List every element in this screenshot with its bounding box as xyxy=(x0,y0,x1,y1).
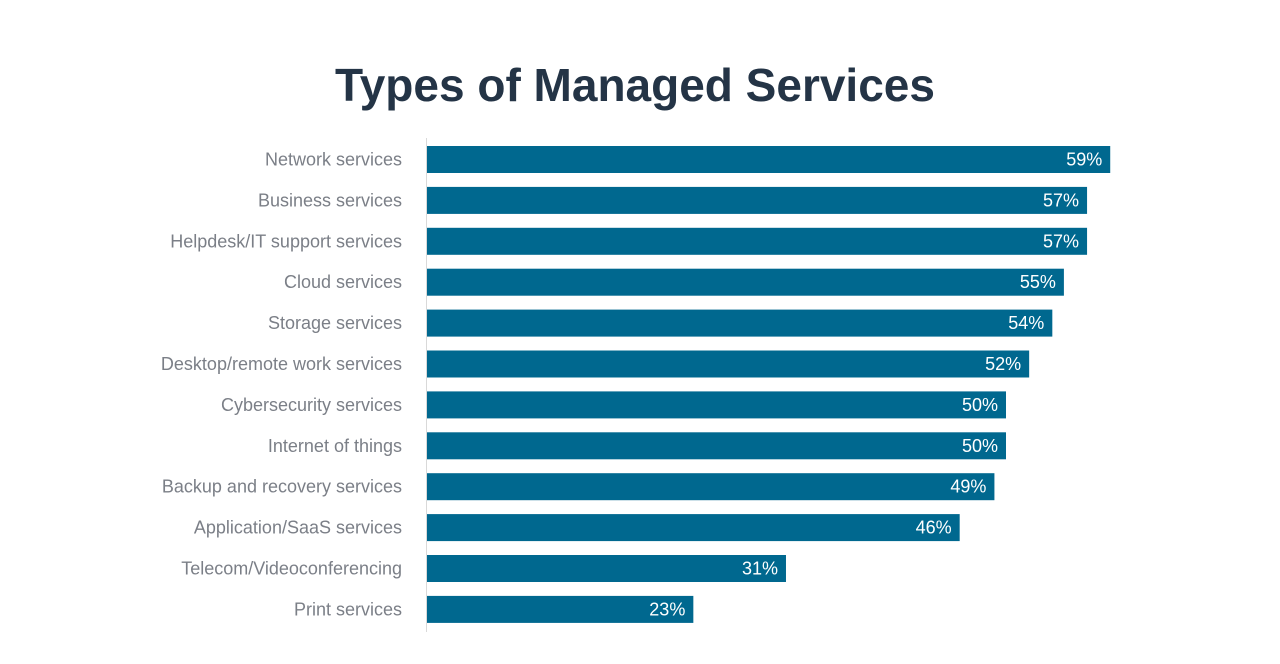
category-label-4: Cloud services xyxy=(284,272,402,292)
bar-3 xyxy=(427,227,1088,255)
category-label-6: Desktop/remote work services xyxy=(161,354,402,374)
data-label-5: 54% xyxy=(1008,313,1044,333)
bar-9 xyxy=(427,473,995,501)
data-label-3: 57% xyxy=(1043,231,1079,251)
bar-10 xyxy=(427,514,960,542)
category-label-12: Print services xyxy=(294,599,402,619)
bar-5 xyxy=(427,309,1053,337)
category-label-10: Application/SaaS services xyxy=(194,518,402,538)
category-label-11: Telecom/Videoconferencing xyxy=(181,559,402,579)
category-label-7: Cybersecurity services xyxy=(221,395,402,415)
bar-6 xyxy=(427,350,1030,378)
chart-title: Types of Managed Services xyxy=(335,59,935,111)
category-label-3: Helpdesk/IT support services xyxy=(170,231,402,251)
data-label-4: 55% xyxy=(1020,272,1056,292)
bar-7 xyxy=(427,391,1006,419)
data-label-10: 46% xyxy=(916,518,952,538)
data-label-2: 57% xyxy=(1043,190,1079,210)
category-label-8: Internet of things xyxy=(268,436,402,456)
category-label-1: Network services xyxy=(265,150,402,170)
category-label-2: Business services xyxy=(258,190,402,210)
data-label-12: 23% xyxy=(649,599,685,619)
bar-11 xyxy=(427,555,786,582)
bar-8 xyxy=(427,432,1006,460)
data-label-9: 49% xyxy=(950,477,986,497)
bar-12 xyxy=(427,595,694,623)
data-label-8: 50% xyxy=(962,436,998,456)
bar-1 xyxy=(427,146,1111,173)
bar-4 xyxy=(427,268,1064,296)
data-label-6: 52% xyxy=(985,354,1021,374)
category-label-9: Backup and recovery services xyxy=(162,477,402,497)
data-label-1: 59% xyxy=(1066,150,1102,170)
bar-2 xyxy=(427,186,1088,214)
data-label-7: 50% xyxy=(962,395,998,415)
category-label-5: Storage services xyxy=(268,313,402,333)
data-label-11: 31% xyxy=(742,559,778,579)
